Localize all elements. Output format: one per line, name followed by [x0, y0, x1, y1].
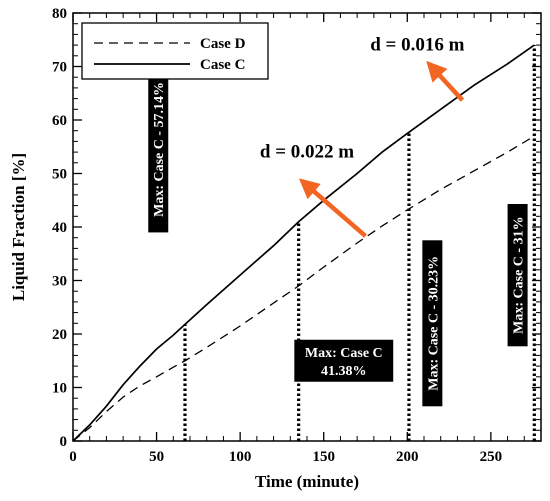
legend-box — [81, 22, 269, 80]
orange-arrow — [298, 178, 367, 238]
chart-legend: Case D Case C — [81, 22, 269, 80]
annotation-box-text: Max: Case C — [305, 346, 383, 361]
annotation-box-bg — [422, 240, 443, 407]
diameter-label: d = 0.016 m — [370, 34, 464, 55]
y-tick-label: 10 — [52, 381, 67, 397]
annotation-box-bg — [294, 339, 394, 382]
y-tick-label: 50 — [52, 167, 67, 183]
x-axis-title: Time (minute) — [255, 472, 359, 491]
annotation-box-text: 41.38% — [321, 364, 367, 379]
series-line-case-c — [72, 44, 535, 442]
y-tick-label: 60 — [52, 113, 67, 129]
x-tick-label: 100 — [229, 449, 252, 465]
x-tick-label: 150 — [312, 449, 335, 465]
annotation-box-bg — [507, 203, 528, 347]
max-annotation-box: Max: Case C 41.38% — [294, 339, 394, 382]
y-tick-label: 30 — [52, 274, 67, 290]
diameter-label: d = 0.022 m — [260, 141, 354, 162]
legend-label: Case C — [200, 57, 245, 73]
orange-arrow — [426, 60, 465, 102]
chart-series — [72, 44, 535, 442]
x-tick-label: 0 — [69, 449, 77, 465]
annotation-box-text: Max: Case C - 30.23% — [426, 256, 441, 391]
max-annotation-box: Max: Case C - 30.23% — [422, 240, 443, 407]
max-annotation-box: Max: Case C - 31% — [507, 203, 528, 347]
chart-annotations: Max: Case C - 57.14%Max: Case C41.38% Max… — [148, 34, 528, 407]
y-tick-label: 0 — [60, 434, 68, 450]
annotation-box-bg — [148, 66, 169, 233]
legend-label: Case D — [200, 36, 246, 52]
x-tick-label: 250 — [480, 449, 503, 465]
annotation-box-text: Max: Case C - 31% — [512, 216, 527, 333]
y-axis-title: Liquid Fraction [%] — [9, 153, 28, 301]
x-tick-label: 50 — [149, 449, 164, 465]
y-tick-label: 80 — [52, 6, 67, 22]
x-tick-label: 200 — [396, 449, 419, 465]
y-tick-label: 40 — [52, 220, 67, 236]
max-annotation-box: Max: Case C - 57.14% — [148, 66, 169, 233]
chart-vertical-markers — [183, 45, 536, 441]
annotation-box-text: Max: Case C - 57.14% — [152, 82, 167, 217]
chart-frame: 0 50 100 150 200 250 0 10 20 30 40 50 60 70 80 — [52, 6, 542, 465]
y-tick-label: 70 — [52, 60, 67, 76]
y-tick-label: 20 — [52, 327, 67, 343]
series-line-case-d — [72, 135, 535, 442]
